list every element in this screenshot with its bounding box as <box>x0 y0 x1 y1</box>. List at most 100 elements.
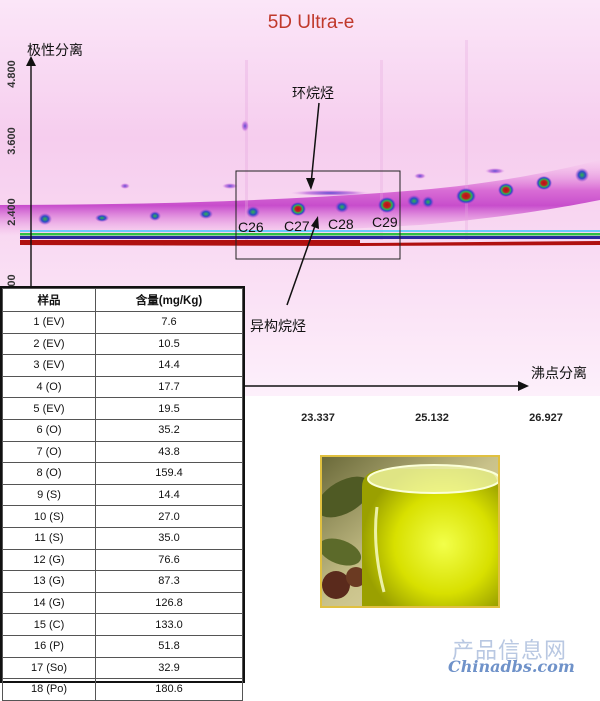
y-axis-arrow <box>26 56 36 66</box>
table-cell-content: 14.4 <box>95 354 243 377</box>
header-content: 含量(mg/Kg) <box>95 288 243 312</box>
table-cell-content: 87.3 <box>95 570 243 593</box>
table-cell-sample: 2 (EV) <box>2 332 96 356</box>
chromatogram-peak <box>290 190 370 196</box>
x-axis-arrow <box>518 381 529 391</box>
chart-title: 5D Ultra-e <box>268 12 355 33</box>
table-cell-content: 51.8 <box>95 634 243 658</box>
table-body: 1 (EV) 7.6 2 (EV) 10.5 3 (EV) 14.4 4 (O) 17.7 5 … <box>2 311 243 701</box>
olive-oil-illustration <box>322 457 498 606</box>
olive-oil-photo <box>320 455 500 608</box>
table-cell-content: 17.7 <box>95 375 243 399</box>
chromatogram-peak <box>38 213 52 225</box>
table-cell-content: 19.5 <box>95 397 243 420</box>
annotation-cycloalkanes: 环烷烃 <box>292 86 334 102</box>
table-row: 8 (O) 159.4 <box>2 462 243 485</box>
table-row: 10 (S) 27.0 <box>2 505 243 528</box>
chart-svg: 5D Ultra-e 极性分离 4.800 3.600 2.400 .00 沸点… <box>6 12 589 396</box>
x-tick-label: 25.132 <box>415 412 449 424</box>
table-row: 15 (C) 133.0 <box>2 613 243 636</box>
table-cell-sample: 9 (S) <box>2 483 96 507</box>
table-row: 11 (S) 35.0 <box>2 526 243 550</box>
x-tick-label: 23.337 <box>301 412 335 424</box>
x-tick-label: 26.927 <box>529 412 563 424</box>
table-cell-sample: 15 (C) <box>2 613 96 636</box>
annotation-cycloalkanes-arrowhead <box>306 178 315 190</box>
table-cell-content: 10.5 <box>95 332 243 356</box>
table-cell-sample: 11 (S) <box>2 526 96 550</box>
table-row: 2 (EV) 10.5 <box>2 332 243 356</box>
table-cell-content: 32.9 <box>95 656 243 680</box>
table-cell-sample: 4 (O) <box>2 375 96 399</box>
peak-group <box>38 120 589 225</box>
sample-table-grid: 样品 含量(mg/Kg) 1 (EV) 7.6 2 (EV) 10.5 3 (EV) 14… <box>2 288 243 701</box>
table-cell-content: 7.6 <box>95 311 243 334</box>
chromatogram-peak <box>378 197 396 213</box>
table-cell-sample: 17 (So) <box>2 656 96 680</box>
y-tick-label: 2.400 <box>6 198 18 226</box>
sample-table: 样品 含量(mg/Kg) 1 (EV) 7.6 2 (EV) 10.5 3 (EV) 14… <box>0 286 245 701</box>
table-cell-sample: 12 (G) <box>2 548 96 572</box>
table-row: 5 (EV) 19.5 <box>2 397 243 420</box>
table-cell-sample: 8 (O) <box>2 462 96 485</box>
y-tick-label: 4.800 <box>6 60 18 88</box>
table-cell-sample: 16 (P) <box>2 634 96 658</box>
table-row: 3 (EV) 14.4 <box>2 354 243 377</box>
chromatogram-peak <box>422 196 434 208</box>
table-cell-sample: 18 (Po) <box>2 678 96 701</box>
table-row: 6 (O) 35.2 <box>2 418 243 442</box>
y-tick-label: 3.600 <box>6 127 18 155</box>
table-row: 13 (G) 87.3 <box>2 570 243 593</box>
table-cell-content: 180.6 <box>95 678 243 701</box>
table-row: 9 (S) 14.4 <box>2 483 243 507</box>
annotation-isoalkanes-arrowhead <box>311 216 319 229</box>
table-cell-sample: 13 (G) <box>2 570 96 593</box>
table-cell-content: 14.4 <box>95 483 243 507</box>
table-row: 7 (O) 43.8 <box>2 440 243 464</box>
annotation-cycloalkanes-arrow <box>310 102 320 185</box>
chromatogram-peak <box>485 168 505 174</box>
table-cell-content: 76.6 <box>95 548 243 572</box>
chromatogram-peak <box>199 209 213 219</box>
chromatogram-peak <box>536 176 552 190</box>
table-row: 14 (G) 126.8 <box>2 591 243 615</box>
table-cell-content: 35.0 <box>95 526 243 550</box>
chromatogram-peak <box>575 168 589 182</box>
peak-label-c28: C28 <box>328 216 354 232</box>
table-row: 12 (G) 76.6 <box>2 548 243 572</box>
table-cell-sample: 3 (EV) <box>2 354 96 377</box>
highlight-box <box>235 170 401 260</box>
table-cell-content: 159.4 <box>95 462 243 485</box>
y-tick-label: .00 <box>6 274 18 289</box>
peak-label-c27: C27 <box>284 218 310 234</box>
table-row: 18 (Po) 180.6 <box>2 678 243 701</box>
chromatogram-peak <box>498 183 514 197</box>
table-cell-content: 126.8 <box>95 591 243 615</box>
chromatogram-peak <box>241 120 249 132</box>
table-cell-sample: 6 (O) <box>2 418 96 442</box>
chromatogram-peak <box>335 201 349 213</box>
table-header-row: 样品 含量(mg/Kg) <box>2 288 243 312</box>
table-row: 17 (So) 32.9 <box>2 656 243 680</box>
header-sample: 样品 <box>2 288 96 312</box>
annotation-isoalkanes: 异构烷烃 <box>250 319 306 335</box>
chromatogram-peak <box>95 214 109 222</box>
chromatogram-peak <box>246 206 260 218</box>
table-cell-sample: 1 (EV) <box>2 311 96 334</box>
chromatogram-peak <box>149 211 161 221</box>
table-cell-content: 35.2 <box>95 418 243 442</box>
table-row: 16 (P) 51.8 <box>2 634 243 658</box>
watermark-en: Chinadbs.com <box>448 657 575 676</box>
table-row: 4 (O) 17.7 <box>2 375 243 399</box>
x-axis-label: 沸点分离 <box>531 365 587 382</box>
table-cell-sample: 7 (O) <box>2 440 96 464</box>
table-cell-sample: 10 (S) <box>2 505 96 528</box>
peak-label-c26: C26 <box>238 219 264 235</box>
table-cell-sample: 5 (EV) <box>2 397 96 420</box>
chromatogram-peak <box>120 183 130 189</box>
table-cell-sample: 14 (G) <box>2 591 96 615</box>
chromatogram-peak <box>222 183 238 189</box>
chromatogram-peak <box>407 195 421 207</box>
table-cell-content: 43.8 <box>95 440 243 464</box>
chromatogram-peak <box>290 202 306 216</box>
